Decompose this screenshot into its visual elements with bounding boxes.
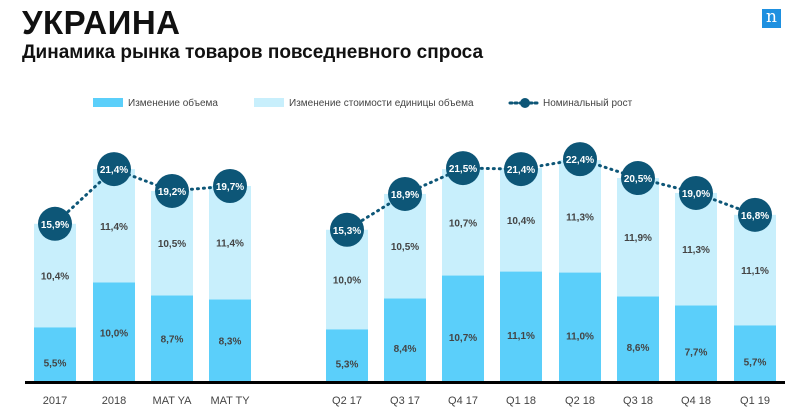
data-label-price: 11,4% bbox=[100, 222, 128, 233]
bar-price bbox=[675, 192, 717, 306]
data-label-volume: 10,7% bbox=[449, 333, 477, 344]
bar-volume bbox=[500, 271, 542, 382]
legend-label-nominal: Номинальный рост bbox=[543, 98, 633, 109]
data-label-price: 11,3% bbox=[566, 212, 594, 223]
x-tick-label: Q1 19 bbox=[740, 395, 770, 407]
data-label-nominal: 19,0% bbox=[682, 189, 710, 200]
data-label-nominal: 15,9% bbox=[41, 220, 69, 231]
data-label-volume: 5,3% bbox=[336, 360, 359, 371]
data-label-volume: 8,4% bbox=[394, 344, 417, 355]
data-label-volume: 5,5% bbox=[44, 359, 67, 370]
bar-price bbox=[617, 178, 659, 297]
data-label-volume: 7,7% bbox=[685, 348, 708, 359]
bar-volume bbox=[151, 295, 193, 382]
x-axis-line bbox=[25, 381, 785, 384]
bar-volume bbox=[384, 298, 426, 382]
bar-price bbox=[559, 160, 601, 273]
bar-price bbox=[151, 190, 193, 296]
x-tick-label: Q1 18 bbox=[506, 395, 536, 407]
legend-swatch-volume bbox=[93, 98, 123, 107]
bar-volume bbox=[326, 329, 368, 382]
data-label-volume: 5,7% bbox=[744, 358, 767, 369]
data-label-nominal: 21,4% bbox=[507, 165, 535, 176]
data-label-nominal: 19,7% bbox=[216, 182, 244, 193]
data-label-nominal: 16,8% bbox=[741, 211, 769, 222]
bar-volume bbox=[734, 325, 776, 382]
nominal-growth-marker bbox=[738, 197, 772, 232]
data-label-volume: 8,6% bbox=[627, 343, 650, 354]
data-label-volume: 11,1% bbox=[507, 331, 535, 342]
bar-volume bbox=[34, 327, 76, 382]
bar-price bbox=[34, 223, 76, 328]
bar-price bbox=[384, 193, 426, 299]
x-tick-label: 2018 bbox=[102, 395, 126, 407]
nominal-growth-line bbox=[53, 167, 232, 226]
data-label-price: 10,0% bbox=[333, 276, 361, 287]
data-label-nominal: 15,3% bbox=[333, 226, 361, 237]
brand-logo: n bbox=[762, 9, 781, 28]
bar-volume bbox=[209, 299, 251, 382]
x-tick-label: MAT TY bbox=[210, 395, 250, 407]
page-subtitle: Динамика рынка товаров повседневного спр… bbox=[22, 42, 484, 63]
x-tick-label: Q3 17 bbox=[390, 395, 420, 407]
page-title: УКРАИНА bbox=[22, 4, 181, 41]
data-label-volume: 10,0% bbox=[100, 328, 128, 339]
x-tick-label: Q4 18 bbox=[681, 395, 711, 407]
bar-price bbox=[734, 214, 776, 326]
data-label-volume: 8,3% bbox=[219, 337, 242, 348]
bar-price bbox=[93, 169, 135, 283]
legend-swatch-price bbox=[254, 98, 284, 107]
nominal-growth-marker bbox=[97, 152, 131, 187]
nominal-growth-marker bbox=[563, 142, 597, 177]
x-tick-label: 2017 bbox=[43, 395, 67, 407]
nominal-growth-marker bbox=[213, 168, 247, 203]
data-label-nominal: 21,4% bbox=[100, 165, 128, 176]
legend-marker-nominal bbox=[520, 98, 530, 108]
bar-volume bbox=[93, 282, 135, 382]
bar-volume bbox=[442, 275, 484, 382]
bar-volume bbox=[559, 272, 601, 382]
bar-volume bbox=[675, 305, 717, 382]
data-label-price: 10,4% bbox=[507, 216, 535, 227]
data-label-price: 10,5% bbox=[391, 242, 419, 253]
data-label-price: 10,5% bbox=[158, 239, 186, 250]
x-tick-label: Q3 18 bbox=[623, 395, 653, 407]
data-label-price: 10,4% bbox=[41, 272, 69, 283]
bar-price bbox=[442, 169, 484, 276]
data-label-price: 10,7% bbox=[449, 218, 477, 229]
data-label-price: 11,3% bbox=[682, 245, 710, 256]
bar-volume bbox=[617, 296, 659, 382]
nominal-growth-marker bbox=[38, 206, 72, 241]
data-label-price: 11,9% bbox=[624, 233, 652, 244]
nominal-growth-marker bbox=[621, 161, 655, 196]
nominal-growth-marker bbox=[446, 151, 480, 186]
x-tick-label: Q4 17 bbox=[448, 395, 478, 407]
data-label-price: 11,1% bbox=[741, 266, 769, 277]
nominal-growth-marker bbox=[504, 152, 538, 187]
data-label-nominal: 19,2% bbox=[158, 187, 186, 198]
data-label-nominal: 18,9% bbox=[391, 190, 419, 201]
data-label-nominal: 20,5% bbox=[624, 174, 652, 185]
x-tick-label: Q2 18 bbox=[565, 395, 595, 407]
nominal-growth-marker bbox=[679, 175, 713, 210]
nominal-growth-marker bbox=[330, 212, 364, 247]
data-label-volume: 11,0% bbox=[566, 331, 594, 342]
data-label-nominal: 21,5% bbox=[449, 164, 477, 175]
legend-label-price: Изменение стоимости единицы объема bbox=[289, 97, 474, 109]
bar-price bbox=[209, 185, 251, 300]
data-label-price: 11,4% bbox=[216, 239, 244, 250]
nominal-growth-marker bbox=[155, 173, 189, 208]
x-tick-label: Q2 17 bbox=[332, 395, 362, 407]
data-label-nominal: 22,4% bbox=[566, 155, 594, 166]
nominal-growth-marker bbox=[388, 176, 422, 211]
x-tick-label: MAT YA bbox=[153, 395, 193, 407]
legend-label-volume: Изменение объема bbox=[128, 97, 218, 109]
data-label-volume: 8,7% bbox=[161, 335, 184, 346]
